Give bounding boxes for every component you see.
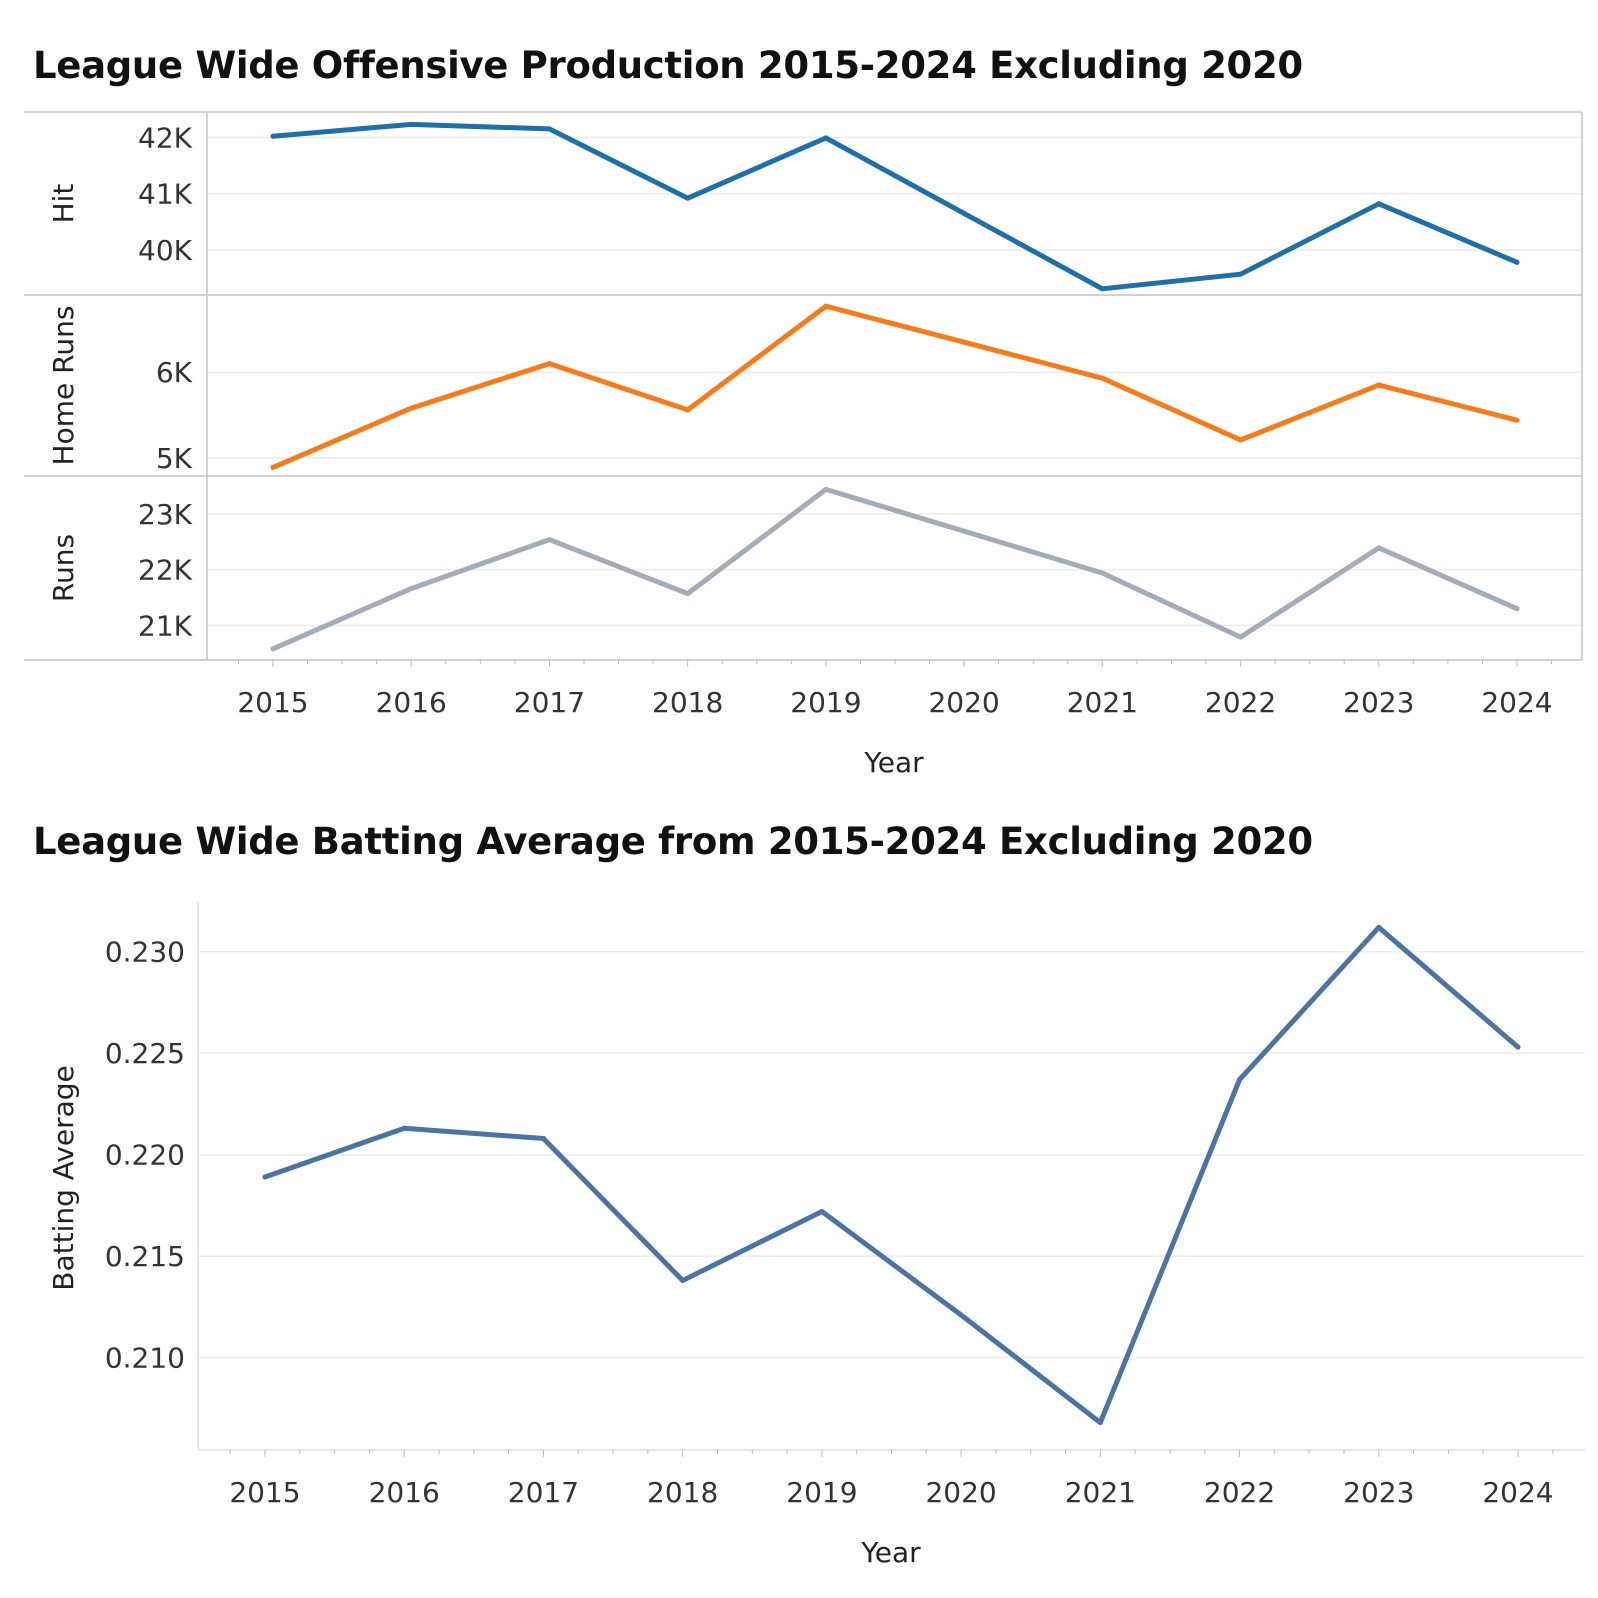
batting-average-data-point xyxy=(680,1278,686,1284)
home-runs-data-point xyxy=(1376,382,1382,388)
home-runs-series-line xyxy=(270,303,1520,470)
runs-axis-title: Runs xyxy=(47,534,80,602)
batting-y-tick-label: 0.210 xyxy=(105,1342,185,1375)
runs-tick-label: 21K xyxy=(138,609,193,642)
offense-chart-title: League Wide Offensive Production 2015-20… xyxy=(33,44,1303,87)
runs-data-point xyxy=(408,586,414,592)
batting-average-data-point xyxy=(819,1209,825,1215)
home-runs-axis-title: Home Runs xyxy=(47,306,80,466)
offense-x-tick-label: 2023 xyxy=(1343,686,1414,719)
home-runs-data-point xyxy=(1238,437,1244,443)
home-runs-data-point xyxy=(961,339,967,345)
batting-average-data-point xyxy=(1237,1077,1243,1083)
runs-data-point xyxy=(1376,545,1382,551)
offense-x-tick-label: 2024 xyxy=(1481,686,1552,719)
home-runs-data-point xyxy=(1099,375,1105,381)
home-runs-data-point xyxy=(685,407,691,413)
hit-data-point xyxy=(1099,286,1105,292)
batting-average-data-point xyxy=(401,1125,407,1131)
batting-x-tick-label: 2019 xyxy=(786,1476,857,1509)
hit-data-point xyxy=(961,210,967,216)
offense-x-tick-label: 2022 xyxy=(1205,686,1276,719)
runs-tick-label: 22K xyxy=(138,554,193,587)
batting-average-data-point xyxy=(958,1312,964,1318)
hit-data-point xyxy=(270,133,276,139)
batting-x-tick-label: 2022 xyxy=(1204,1476,1275,1509)
hit-tick-label: 42K xyxy=(138,121,193,154)
hit-data-point xyxy=(1376,201,1382,207)
batting-x-tick-label: 2023 xyxy=(1343,1476,1414,1509)
batting-average-data-point xyxy=(262,1174,268,1180)
runs-data-point xyxy=(270,646,276,652)
hit-axis-title: Hit xyxy=(47,184,80,224)
hit-data-point xyxy=(1514,259,1520,265)
home-runs-tick-label: 5K xyxy=(156,442,193,475)
offense-x-tick-label: 2021 xyxy=(1067,686,1138,719)
home-runs-data-point xyxy=(1514,417,1520,423)
runs-data-point xyxy=(823,486,829,492)
batting-average-data-point xyxy=(1097,1420,1103,1426)
offense-x-axis-title: Year xyxy=(863,746,924,779)
batting-x-tick-label: 2021 xyxy=(1065,1476,1136,1509)
hit-data-point xyxy=(408,121,414,127)
offense-x-tick-label: 2017 xyxy=(514,686,585,719)
batting-x-axis-title: Year xyxy=(860,1536,921,1569)
hit-series-line xyxy=(270,121,1520,292)
hit-tick-label: 41K xyxy=(138,178,193,211)
batting-x-tick-label: 2016 xyxy=(369,1476,440,1509)
offense-x-tick-label: 2018 xyxy=(652,686,723,719)
home-runs-data-point xyxy=(823,303,829,309)
runs-data-point xyxy=(1514,606,1520,612)
batting-average-data-point xyxy=(1376,924,1382,930)
home-runs-data-point xyxy=(546,361,552,367)
runs-data-point xyxy=(685,591,691,597)
batting-x-tick-label: 2015 xyxy=(229,1476,300,1509)
batting-y-tick-label: 0.215 xyxy=(105,1240,185,1273)
offense-x-tick-label: 2019 xyxy=(790,686,861,719)
runs-data-point xyxy=(961,528,967,534)
runs-data-point xyxy=(1099,570,1105,576)
batting-y-tick-label: 0.225 xyxy=(105,1037,185,1070)
batting-x-tick-label: 2024 xyxy=(1482,1476,1553,1509)
batting-average-data-point xyxy=(540,1135,546,1141)
batting-y-axis-title: Batting Average xyxy=(47,1065,80,1291)
batting-x-tick-label: 2017 xyxy=(508,1476,579,1509)
offense-x-tick-label: 2016 xyxy=(376,686,447,719)
hit-data-point xyxy=(1238,271,1244,277)
hit-data-point xyxy=(823,135,829,141)
runs-data-point xyxy=(1238,634,1244,640)
home-runs-tick-label: 6K xyxy=(156,356,193,389)
batting-y-tick-label: 0.220 xyxy=(105,1139,185,1172)
runs-data-point xyxy=(546,537,552,543)
hit-tick-label: 40K xyxy=(138,234,193,267)
home-runs-data-point xyxy=(270,464,276,470)
batting-x-tick-label: 2018 xyxy=(647,1476,718,1509)
batting-y-tick-label: 0.230 xyxy=(105,936,185,969)
home-runs-data-point xyxy=(408,405,414,411)
batting-average-series-line xyxy=(262,924,1521,1426)
offense-x-tick-label: 2020 xyxy=(928,686,999,719)
batting-x-tick-label: 2020 xyxy=(925,1476,996,1509)
hit-data-point xyxy=(546,126,552,132)
offense-x-tick-label: 2015 xyxy=(237,686,308,719)
runs-tick-label: 23K xyxy=(138,498,193,531)
runs-series-line xyxy=(270,486,1520,652)
batting-average-data-point xyxy=(1515,1044,1521,1050)
hit-data-point xyxy=(685,195,691,201)
batting-chart-title: League Wide Batting Average from 2015-20… xyxy=(33,820,1313,863)
